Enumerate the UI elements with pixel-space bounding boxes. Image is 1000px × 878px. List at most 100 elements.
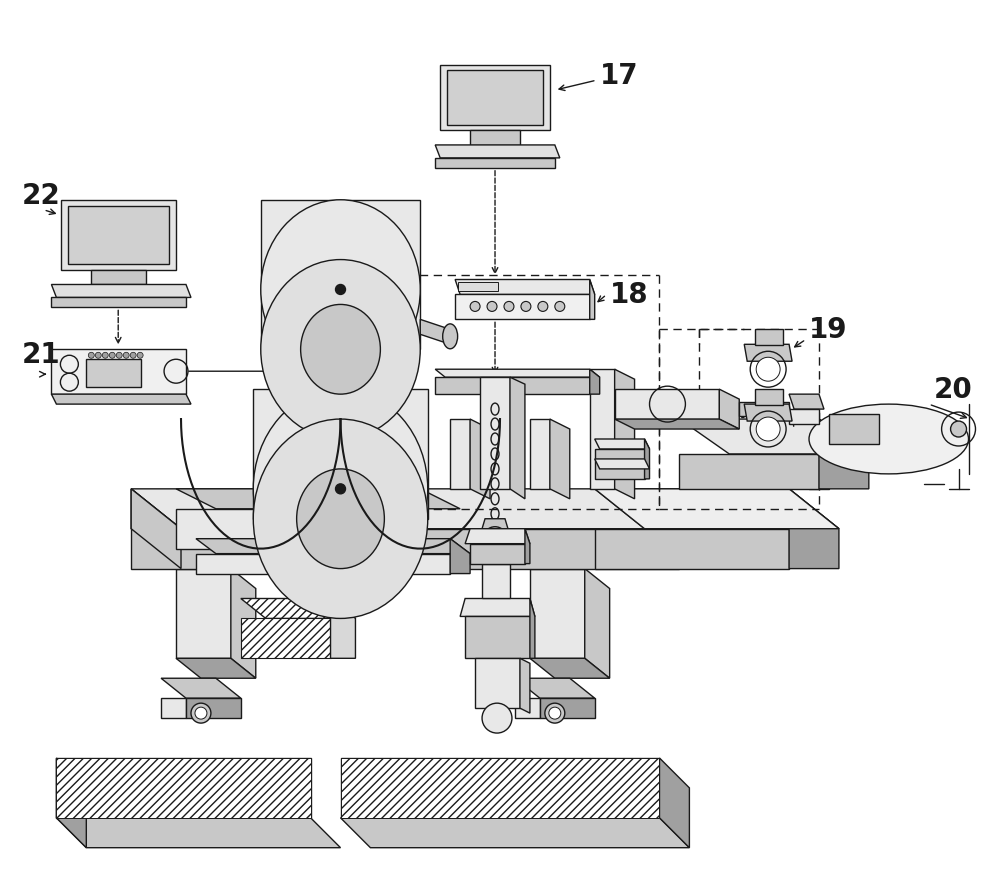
Polygon shape xyxy=(530,658,610,679)
Circle shape xyxy=(191,703,211,723)
Polygon shape xyxy=(241,619,331,658)
Polygon shape xyxy=(241,599,355,619)
Polygon shape xyxy=(480,378,510,489)
Text: 22: 22 xyxy=(22,182,60,210)
Text: 21: 21 xyxy=(22,341,60,369)
Polygon shape xyxy=(789,395,824,410)
Polygon shape xyxy=(131,489,181,569)
Circle shape xyxy=(504,302,514,312)
Polygon shape xyxy=(530,420,550,489)
Polygon shape xyxy=(615,390,719,420)
Polygon shape xyxy=(482,519,508,529)
Circle shape xyxy=(756,358,780,382)
Polygon shape xyxy=(435,370,600,378)
Polygon shape xyxy=(341,818,689,848)
Polygon shape xyxy=(455,280,595,295)
Polygon shape xyxy=(56,758,311,818)
Ellipse shape xyxy=(443,325,458,349)
Polygon shape xyxy=(530,569,585,658)
Polygon shape xyxy=(595,489,839,529)
Polygon shape xyxy=(525,529,530,564)
Polygon shape xyxy=(261,200,420,350)
Ellipse shape xyxy=(297,470,384,569)
Polygon shape xyxy=(196,554,450,574)
Polygon shape xyxy=(470,544,525,564)
Polygon shape xyxy=(540,698,595,718)
Polygon shape xyxy=(176,509,420,549)
Polygon shape xyxy=(590,370,600,395)
Polygon shape xyxy=(515,698,540,718)
Polygon shape xyxy=(819,420,869,489)
Polygon shape xyxy=(475,658,520,709)
Polygon shape xyxy=(482,564,510,599)
Polygon shape xyxy=(61,200,176,270)
Ellipse shape xyxy=(261,200,420,380)
Polygon shape xyxy=(585,569,610,679)
Polygon shape xyxy=(615,420,739,429)
Polygon shape xyxy=(744,405,792,421)
Polygon shape xyxy=(789,410,819,425)
Polygon shape xyxy=(161,698,186,718)
Polygon shape xyxy=(744,345,792,362)
Polygon shape xyxy=(520,658,530,713)
Polygon shape xyxy=(231,569,256,679)
Circle shape xyxy=(336,285,345,295)
Polygon shape xyxy=(131,489,181,569)
Polygon shape xyxy=(435,378,590,395)
Polygon shape xyxy=(550,420,570,500)
Circle shape xyxy=(521,302,531,312)
Polygon shape xyxy=(176,489,460,509)
Circle shape xyxy=(123,353,129,359)
Polygon shape xyxy=(253,390,428,519)
Polygon shape xyxy=(420,320,450,345)
Polygon shape xyxy=(176,569,231,658)
Circle shape xyxy=(545,703,565,723)
Polygon shape xyxy=(51,285,191,299)
Polygon shape xyxy=(465,616,530,658)
Polygon shape xyxy=(68,206,169,264)
Polygon shape xyxy=(510,378,525,500)
Polygon shape xyxy=(470,131,520,146)
Polygon shape xyxy=(595,529,789,569)
Text: 20: 20 xyxy=(934,376,972,404)
Polygon shape xyxy=(460,599,535,616)
Polygon shape xyxy=(789,489,839,569)
Circle shape xyxy=(95,353,101,359)
Polygon shape xyxy=(56,758,311,818)
Polygon shape xyxy=(341,758,659,818)
Ellipse shape xyxy=(809,405,969,474)
Circle shape xyxy=(130,353,136,359)
Circle shape xyxy=(470,302,480,312)
Polygon shape xyxy=(56,818,341,848)
Circle shape xyxy=(951,421,967,437)
Polygon shape xyxy=(331,599,355,658)
Polygon shape xyxy=(595,450,645,479)
Polygon shape xyxy=(51,299,186,308)
Bar xyxy=(755,330,783,346)
Polygon shape xyxy=(470,420,490,500)
Polygon shape xyxy=(176,658,256,679)
Circle shape xyxy=(487,302,497,312)
Polygon shape xyxy=(455,295,590,320)
Polygon shape xyxy=(719,390,739,429)
Polygon shape xyxy=(56,758,86,848)
Bar xyxy=(755,390,783,406)
Polygon shape xyxy=(595,459,650,470)
Polygon shape xyxy=(829,414,879,444)
Polygon shape xyxy=(450,420,470,489)
Circle shape xyxy=(195,708,207,719)
Circle shape xyxy=(555,302,565,312)
Polygon shape xyxy=(515,679,595,698)
Polygon shape xyxy=(450,539,470,574)
Text: 19: 19 xyxy=(809,316,848,344)
Polygon shape xyxy=(51,350,186,395)
Circle shape xyxy=(336,485,345,494)
Polygon shape xyxy=(91,270,146,285)
Circle shape xyxy=(538,302,548,312)
Polygon shape xyxy=(679,420,869,455)
Polygon shape xyxy=(435,159,555,169)
Circle shape xyxy=(109,353,115,359)
Polygon shape xyxy=(590,370,615,489)
Ellipse shape xyxy=(261,260,420,440)
Polygon shape xyxy=(679,489,729,569)
